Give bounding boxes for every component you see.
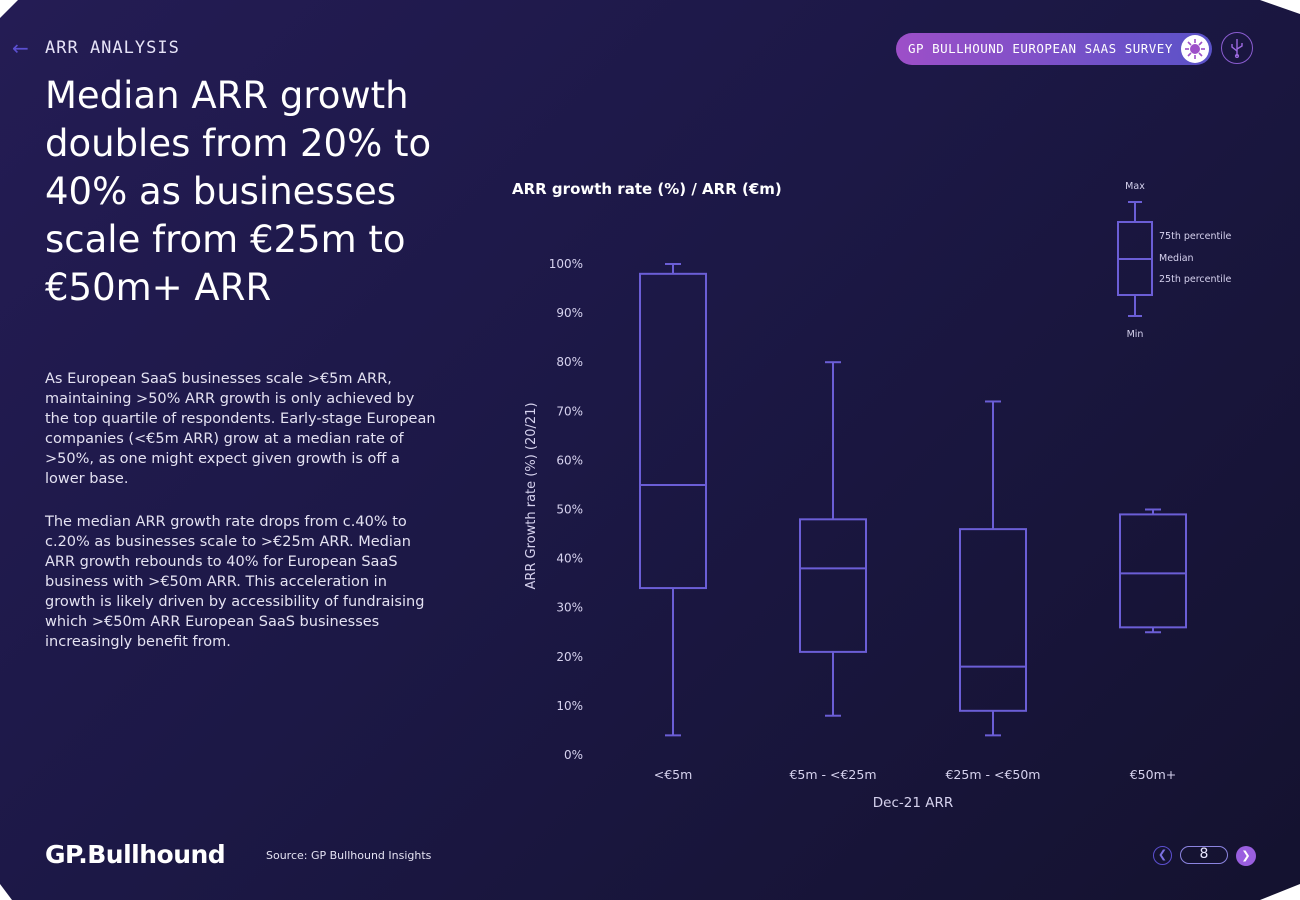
box-iqr [799,518,867,653]
source-note: Source: GP Bullhound Insights [266,849,432,862]
y-tick-label: 100% [549,257,583,271]
chart-title: ARR growth rate (%) / ARR (€m) [512,180,782,198]
x-tick-label: €50m+ [1130,767,1177,782]
page-number: 8 [1180,846,1228,864]
survey-pill-label: GP BULLHOUND EUROPEAN SAAS SURVEY [908,41,1173,56]
y-tick-label: 10% [556,699,583,713]
body-paragraph-1: As European SaaS businesses scale >€5m A… [45,371,436,487]
page-title: Median ARR growth doubles from 20% to 40… [45,74,432,309]
chevron-right-icon[interactable]: ❯ [1236,846,1256,866]
box-iqr [959,528,1027,712]
x-tick-label: €25m - <€50m [945,767,1040,782]
box-iqr [1119,513,1187,629]
y-tick-label: 40% [556,552,583,566]
y-tick-label: 70% [556,404,583,418]
chevron-left-icon[interactable]: ❮ [1153,846,1172,865]
y-tick-label: 50% [556,503,583,517]
legend-label-max: Max [1125,181,1145,192]
gp-bullhound-logo: GP.Bullhound [45,840,226,869]
y-tick-label: 30% [556,601,583,615]
virus-icon [1181,35,1209,63]
body-paragraph-2: The median ARR growth rate drops from c.… [45,514,425,650]
y-tick-label: 0% [564,748,583,762]
y-tick-label: 60% [556,453,583,467]
y-tick-label: 80% [556,355,583,369]
page-corner-top-right [1260,0,1300,14]
page-corner-bottom-left [0,884,12,900]
page-corner-bottom-right [1260,884,1300,900]
box-iqr [639,272,707,590]
page-corner-top-left [0,0,18,18]
legend-label-25th: 25th percentile [1159,274,1232,285]
y-tick-label: 20% [556,650,583,664]
x-axis-label: Dec-21 ARR [873,795,953,811]
arrow-left-icon[interactable]: ← [12,36,29,60]
x-tick-label: €5m - <€25m [789,767,876,782]
y-tick-label: 90% [556,306,583,320]
x-tick-label: <€5m [654,767,693,782]
y-axis-label: ARR Growth rate (%) (20/21) [524,402,539,589]
section-label: ARR ANALYSIS [45,38,180,58]
legend-label-median: Median [1159,253,1194,264]
usb-icon[interactable] [1221,32,1253,64]
survey-pill-button[interactable]: GP BULLHOUND EUROPEAN SAAS SURVEY [896,33,1212,65]
legend-label-75th: 75th percentile [1159,231,1232,242]
legend-label-min: Min [1127,329,1144,340]
